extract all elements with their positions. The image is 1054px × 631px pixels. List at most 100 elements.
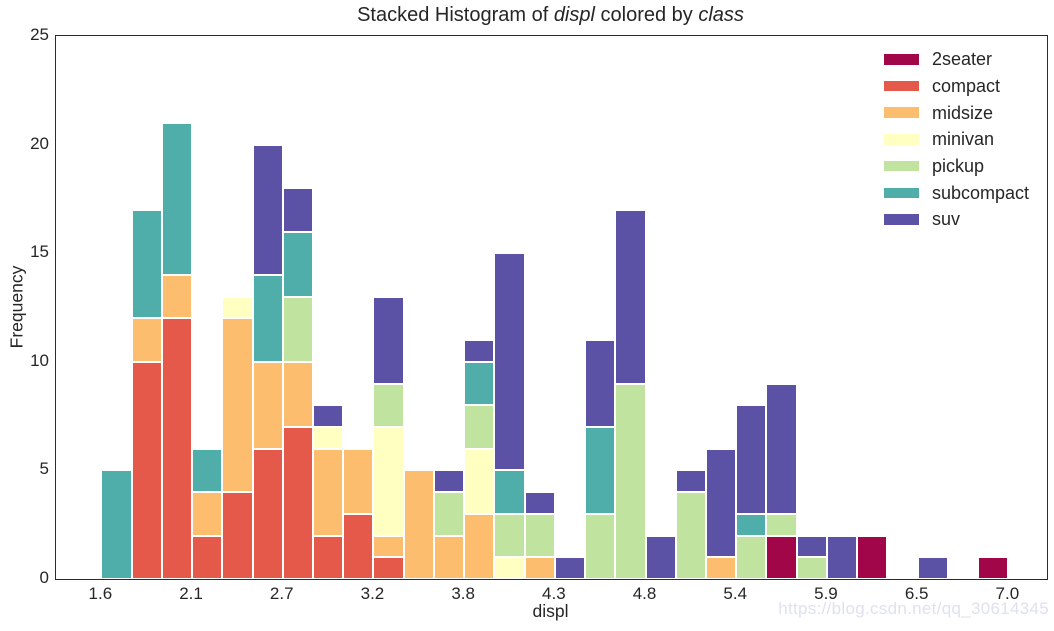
bar-segment-pickup — [524, 513, 555, 558]
histogram-bar — [554, 36, 586, 579]
bar-segment-suv — [615, 209, 646, 384]
bar-segment-midsize — [252, 361, 283, 449]
bar-segment-compact — [252, 448, 283, 579]
bar-segment-compact — [282, 426, 313, 579]
bar-segment-suv — [585, 340, 616, 427]
histogram-bar — [494, 36, 525, 579]
bar-segment-minivan — [464, 448, 495, 514]
bar-segment-suv — [826, 535, 858, 579]
y-axis-ticks: 0 5 10 15 20 25 — [0, 25, 49, 587]
bar-segment-midsize — [433, 535, 465, 579]
legend-item-subcompact: subcompact — [884, 179, 1029, 206]
bar-segment-2seater — [978, 557, 1009, 579]
title-text: Stacked Histogram of — [357, 4, 554, 26]
histogram-bar — [826, 36, 858, 579]
bar-segment-suv — [312, 405, 344, 427]
histogram-bar — [524, 36, 555, 579]
y-tick-label: 15 — [30, 242, 49, 262]
bar-segment-suv — [282, 188, 313, 232]
x-tick-label: 2.1 — [179, 584, 203, 603]
legend-swatch-2seater — [884, 54, 919, 65]
histogram-bar — [857, 36, 888, 579]
legend-item-pickup: pickup — [884, 153, 1029, 180]
bar-segment-subcompact — [101, 470, 132, 579]
histogram-bar — [252, 36, 283, 579]
legend-swatch-pickup — [884, 160, 919, 172]
bar-segment-suv — [675, 470, 706, 493]
bar-segment-midsize — [222, 318, 253, 493]
histogram-bar — [464, 36, 495, 579]
legend-label: pickup — [932, 156, 985, 177]
bar-segment-compact — [161, 318, 193, 579]
legend-swatch-suv — [884, 214, 919, 225]
x-tick-label: 2.7 — [269, 584, 294, 603]
x-axis-label: displ — [532, 601, 569, 621]
histogram-bar — [343, 36, 374, 579]
legend-label: compact — [932, 76, 1001, 97]
histogram-bar — [282, 36, 313, 579]
bar-segment-subcompact — [161, 122, 193, 275]
watermark-text: https://blog.csdn.net/qq_30614345 — [778, 599, 1049, 618]
plot-area — [55, 35, 1048, 580]
bar-segment-2seater — [766, 535, 797, 579]
bar-segment-suv — [736, 405, 767, 514]
bar-segment-subcompact — [252, 274, 283, 362]
bar-segment-midsize — [161, 274, 193, 319]
bar-segment-midsize — [343, 448, 374, 514]
bar-segment-midsize — [403, 470, 434, 579]
histogram-bar — [222, 36, 253, 579]
bar-segment-pickup — [766, 513, 797, 536]
bar-segment-compact — [343, 513, 374, 579]
bar-segment-minivan — [222, 296, 253, 319]
x-tick-label: 3.2 — [360, 584, 385, 603]
y-tick-label: 25 — [30, 25, 49, 44]
x-tick-label: 6.5 — [904, 584, 929, 603]
legend-item-suv: suv — [884, 206, 1029, 233]
bar-segment-suv — [645, 535, 676, 579]
bar-segment-subcompact — [464, 361, 495, 406]
title-variable-displ: displ — [553, 4, 595, 26]
bar-segment-suv — [373, 296, 404, 384]
bar-segment-midsize — [282, 361, 313, 427]
bar-segment-suv — [796, 535, 827, 558]
bar-segment-minivan — [312, 426, 344, 449]
y-tick-label: 5 — [39, 459, 49, 479]
title-variable-class: class — [698, 4, 744, 26]
histogram-bar — [736, 36, 767, 579]
x-tick-label: 4.3 — [542, 584, 566, 603]
bar-segment-subcompact — [282, 231, 313, 297]
bar-segment-suv — [706, 448, 737, 558]
legend-swatch-compact — [884, 80, 919, 92]
bar-segment-suv — [464, 340, 495, 362]
legend-swatch-subcompact — [884, 187, 919, 199]
y-tick-label: 10 — [30, 350, 49, 370]
histogram-bar — [101, 36, 132, 579]
histogram-bar — [615, 36, 646, 579]
bar-segment-suv — [766, 383, 797, 514]
bar-segment-pickup — [282, 296, 313, 362]
legend-label: suv — [932, 209, 961, 230]
bar-segment-pickup — [615, 383, 646, 579]
bar-segment-suv — [524, 492, 555, 514]
legend-swatch-minivan — [884, 134, 919, 145]
histogram-bar — [161, 36, 193, 579]
bar-segment-compact — [312, 535, 344, 579]
bar-segment-pickup — [433, 492, 465, 536]
bar-segment-compact — [373, 557, 404, 579]
bar-segment-midsize — [373, 535, 404, 558]
histogram-bar — [373, 36, 404, 579]
bar-segment-compact — [131, 361, 162, 579]
legend-swatch-midsize — [884, 107, 919, 118]
histogram-bar — [645, 36, 676, 579]
bar-segment-midsize — [524, 557, 555, 579]
legend-item-midsize: midsize — [884, 99, 1029, 126]
histogram-bar — [312, 36, 344, 579]
bar-segment-suv — [252, 144, 283, 275]
x-tick-label: 5.9 — [814, 584, 838, 603]
bar-segment-subcompact — [736, 513, 767, 536]
legend-label: minivan — [932, 129, 995, 150]
bar-segment-suv — [433, 470, 465, 493]
bar-segment-pickup — [464, 405, 495, 449]
legend-item-minivan: minivan — [884, 126, 1029, 153]
